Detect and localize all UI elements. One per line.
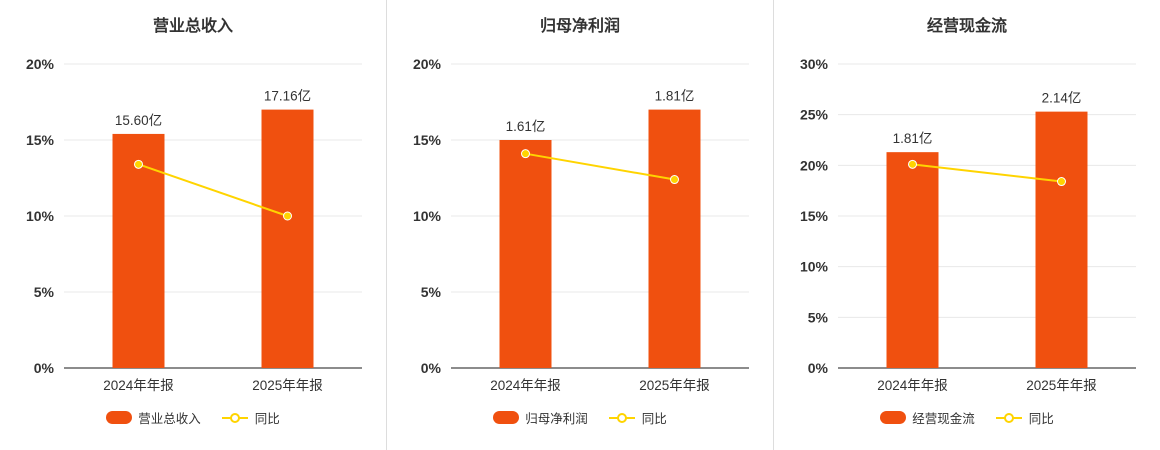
legend-label: 经营现金流 [912,412,975,426]
bar-series-swatch-icon [106,411,133,424]
revenue-chart-canvas[interactable]: 0% 5% 10% 15% 20% 15.60亿 17.16亿 2024年年报 2025年年报 [0,38,386,406]
svg-text:2024年年报: 2024年年报 [877,378,948,393]
bar-series-swatch-icon [493,411,520,424]
legend-label: 归母净利润 [525,412,588,426]
legend-label: 同比 [1028,412,1054,426]
chart-panel-net-profit: 归母净利润 0% 5% 10% 15% 20% 1.61亿 1.81亿 2024年年报 2025… [386,0,773,450]
svg-text:25%: 25% [800,107,829,123]
svg-text:20%: 20% [413,56,442,72]
chart-legend: 营业总收入 同比 [0,408,386,427]
line-series-icon [221,412,248,423]
svg-text:1.81亿: 1.81亿 [893,131,933,146]
legend-item-bar-series[interactable]: 经营现金流 [880,408,975,427]
svg-text:2025年年报: 2025年年报 [252,378,323,393]
svg-text:10%: 10% [800,259,829,275]
svg-text:10%: 10% [26,208,55,224]
svg-text:30%: 30% [800,56,829,72]
chart-title: 归母净利润 [539,18,620,35]
legend-label: 同比 [254,412,280,426]
svg-text:0%: 0% [808,360,829,376]
chart-legend: 经营现金流 同比 [774,408,1160,427]
legend-label: 同比 [641,412,667,426]
svg-text:1.61亿: 1.61亿 [506,119,546,134]
svg-text:15.60亿: 15.60亿 [115,113,162,128]
svg-text:17.16亿: 17.16亿 [264,89,311,104]
svg-text:15%: 15% [413,132,442,148]
svg-text:2024年年报: 2024年年报 [490,378,561,393]
chart-legend: 归母净利润 同比 [387,408,773,427]
chart-panel-revenue: 营业总收入 0% 5% 10% 15% 20% 15.60亿 17.16亿 2024年年报 20… [0,0,386,450]
svg-text:2025年年报: 2025年年报 [639,378,710,393]
legend-item-line-series[interactable]: 同比 [608,408,667,427]
svg-text:1.81亿: 1.81亿 [655,89,695,104]
legend-item-line-series[interactable]: 同比 [995,408,1054,427]
svg-text:2.14亿: 2.14亿 [1042,91,1082,106]
chart-title: 营业总收入 [152,18,233,35]
bar-series-swatch-icon [880,411,907,424]
svg-text:20%: 20% [800,157,829,173]
svg-text:15%: 15% [26,132,55,148]
cash-flow-chart-canvas[interactable]: 0% 5% 10% 15% 20% 25% 30% 1.81亿 2.14亿 2024年年报 2025… [774,38,1160,406]
svg-text:5%: 5% [808,309,829,325]
legend-item-bar-series[interactable]: 营业总收入 [106,408,201,427]
svg-text:0%: 0% [421,360,442,376]
svg-text:15%: 15% [800,208,829,224]
legend-label: 营业总收入 [138,412,201,426]
legend-item-line-series[interactable]: 同比 [221,408,280,427]
svg-text:5%: 5% [421,284,442,300]
svg-text:5%: 5% [34,284,55,300]
line-series-icon [995,412,1022,423]
line-series-icon [608,412,635,423]
svg-text:0%: 0% [34,360,55,376]
svg-text:2025年年报: 2025年年报 [1026,378,1097,393]
chart-title: 经营现金流 [926,18,1007,35]
net-profit-chart-canvas[interactable]: 0% 5% 10% 15% 20% 1.61亿 1.81亿 2024年年报 2025年年报 [387,38,773,406]
chart-panel-cash-flow: 经营现金流 0% 5% 10% 15% 20% 25% 30% 1.81亿 2.14亿 2024年… [773,0,1160,450]
svg-text:10%: 10% [413,208,442,224]
legend-item-bar-series[interactable]: 归母净利润 [493,408,588,427]
svg-text:2024年年报: 2024年年报 [103,378,174,393]
svg-text:20%: 20% [26,56,55,72]
